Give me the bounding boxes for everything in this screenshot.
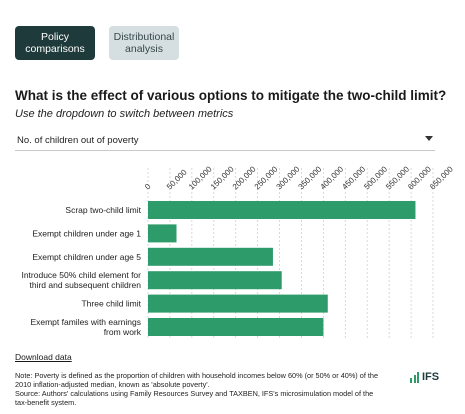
note-line: 2010 inflation-adjusted median, known as…: [15, 380, 210, 389]
x-tick-label: 50,000: [165, 167, 189, 191]
category-label: Three child limit: [81, 299, 141, 309]
tab-distributional-analysis[interactable]: Distributional analysis: [109, 26, 179, 60]
bar[interactable]: [148, 294, 328, 313]
metric-dropdown[interactable]: No. of children out of poverty: [15, 128, 435, 151]
bar[interactable]: [148, 201, 416, 219]
tab-bar: Policy comparisons Distributional analys…: [15, 26, 179, 60]
category-label: Introduce 50% child element for: [21, 270, 141, 280]
x-tick-label: 0: [143, 182, 153, 192]
download-data-link[interactable]: Download data: [15, 352, 72, 362]
category-label: Scrap two-child limit: [65, 205, 141, 215]
category-label: from work: [104, 327, 142, 337]
category-label: Exempt children under age 1: [32, 228, 141, 238]
note-line: Note: Poverty is defined as the proporti…: [15, 371, 379, 380]
category-label: Exempt children under age 5: [32, 252, 141, 262]
source-line: Source: Authors' calculations using Fami…: [15, 389, 374, 398]
category-label: Exempt familes with earnings: [30, 317, 141, 327]
bar-chart-icon: [410, 372, 419, 383]
logo-text: IFS: [422, 371, 440, 383]
x-tick-label: 650,000: [428, 164, 455, 191]
chart-subtitle: Use the dropdown to switch between metri…: [15, 108, 234, 120]
bar[interactable]: [148, 318, 324, 336]
category-label: third and subsequent children: [29, 280, 141, 290]
chevron-down-icon[interactable]: [425, 136, 433, 141]
bar[interactable]: [148, 224, 177, 243]
bar[interactable]: [148, 247, 273, 266]
source-line: tax-benefit system.: [15, 398, 77, 407]
chart-notes: Note: Poverty is defined as the proporti…: [15, 371, 395, 407]
bar[interactable]: [148, 271, 282, 290]
chart-title: What is the effect of various options to…: [15, 88, 447, 103]
ifs-logo: IFS: [410, 372, 439, 383]
tab-policy-comparisons[interactable]: Policy comparisons: [15, 26, 95, 60]
metric-dropdown-value: No. of children out of poverty: [17, 135, 139, 146]
